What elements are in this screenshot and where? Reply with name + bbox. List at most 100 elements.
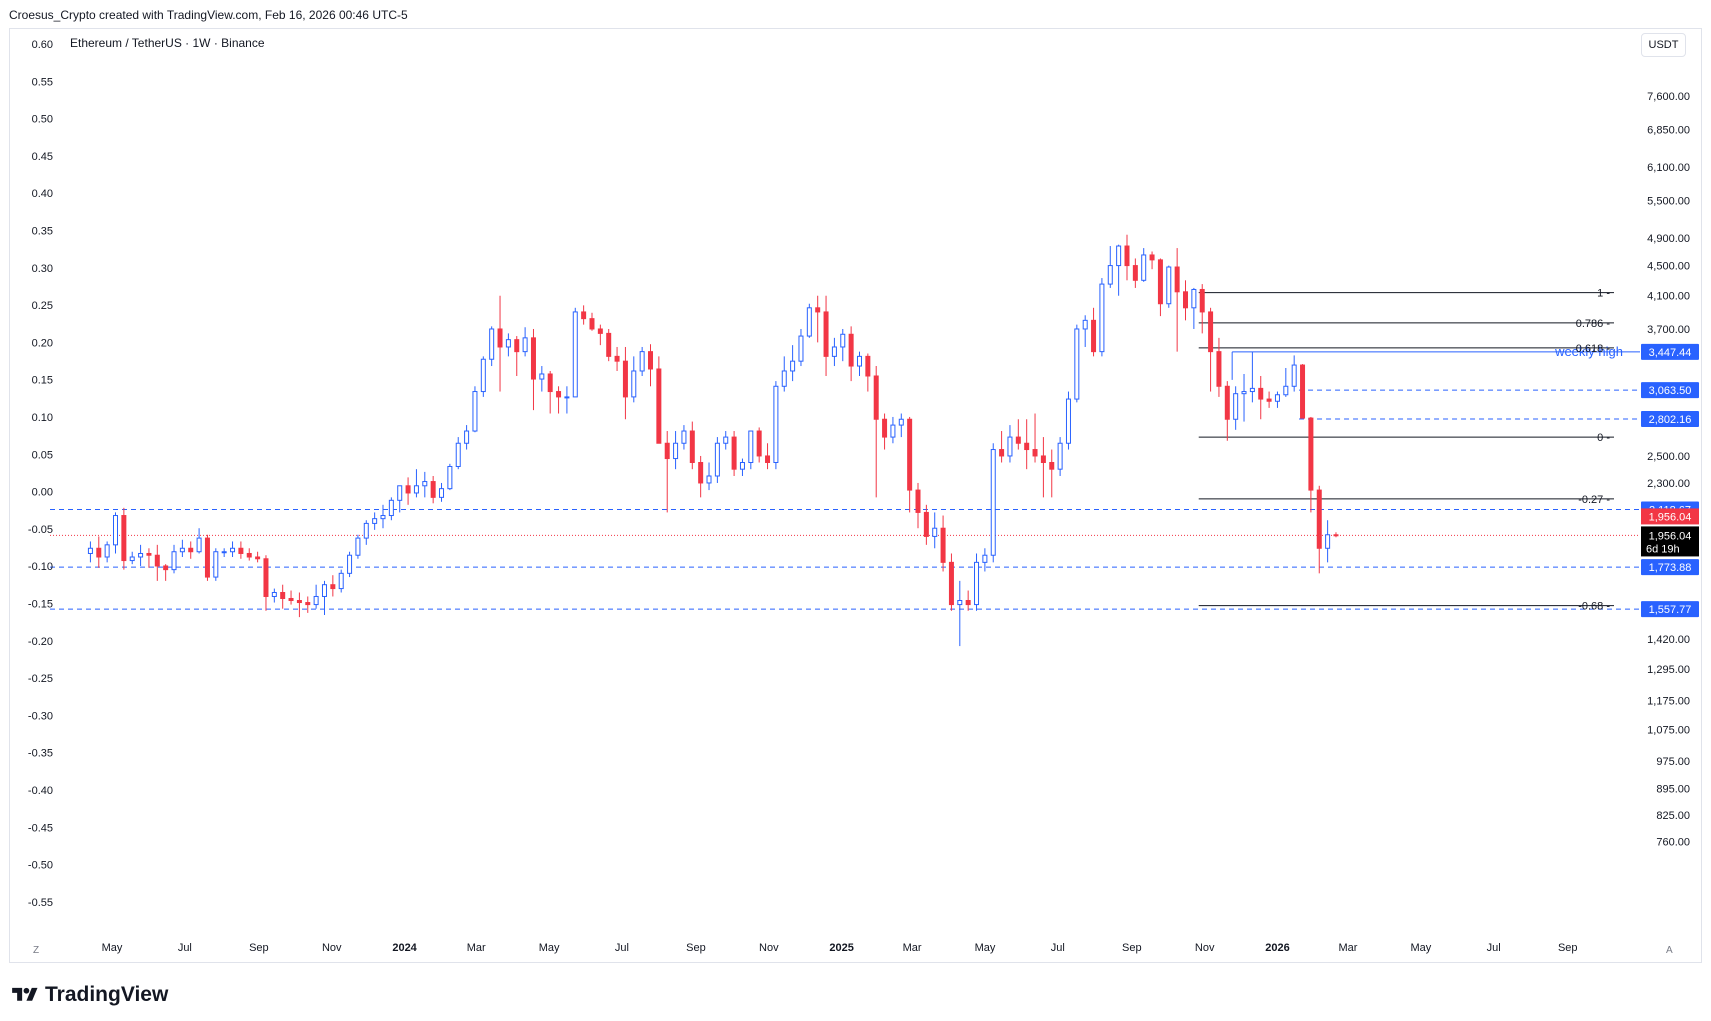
candle <box>606 328 612 362</box>
candle-body <box>1199 288 1205 313</box>
current-price-label-red-bg <box>1641 508 1699 525</box>
x-axis-tick: Nov <box>759 942 779 954</box>
candle <box>1283 368 1289 397</box>
candle-body <box>255 556 261 560</box>
candle-body <box>113 515 118 546</box>
candle-body <box>1099 283 1105 353</box>
candle <box>372 512 378 530</box>
candle <box>522 327 528 357</box>
candle-body <box>539 373 545 380</box>
candle <box>280 584 286 609</box>
fib-label: 0.618 - <box>1576 343 1611 355</box>
candle-body <box>890 424 896 438</box>
left-axis-tick: -0.10 <box>28 561 53 573</box>
candle <box>639 346 645 377</box>
candle <box>296 592 302 618</box>
x-axis-tick: Nov <box>1195 942 1215 954</box>
candle-body <box>1249 387 1255 393</box>
left-axis-tick: 0.50 <box>32 114 53 126</box>
candle-body <box>1057 442 1063 470</box>
candle <box>489 326 495 367</box>
x-axis-tick: Sep <box>1122 942 1142 954</box>
candle-body <box>731 436 737 470</box>
chart-title[interactable]: Ethereum / TetherUS · 1W · Binance <box>70 36 265 50</box>
right-price-axis[interactable]: 7,600.00 6,850.00 6,100.00 5,500.00 4,900.00… <box>1647 91 1690 849</box>
time-axis[interactable]: May Jul Sep Nov 2024 Mar May Jul Sep Nov 2025 Mar Ma… <box>102 942 1578 954</box>
candle-body <box>948 561 954 606</box>
candle <box>1325 520 1331 563</box>
right-axis-tick: 895.00 <box>1656 784 1690 796</box>
candle-body <box>405 485 411 494</box>
candle-body <box>898 418 904 426</box>
left-axis-tick: 0.10 <box>32 412 53 424</box>
candle-body <box>129 556 135 562</box>
candle <box>873 366 879 498</box>
candle <box>305 596 311 613</box>
left-axis-tick: -0.20 <box>28 636 53 648</box>
candle <box>781 356 787 392</box>
candle <box>1191 287 1197 329</box>
left-axis-tick: 0.55 <box>32 76 53 88</box>
candle-body <box>840 333 846 348</box>
candle-body <box>321 584 327 597</box>
candle-body <box>923 511 929 537</box>
candle-body <box>648 351 654 370</box>
candle-body <box>480 358 486 393</box>
level-price-label: 3,063.50 <box>1649 385 1692 397</box>
candle-body <box>439 488 445 498</box>
candle-body <box>572 311 578 398</box>
candle-body <box>1308 417 1314 491</box>
bar-countdown: 6d 19h <box>1646 543 1680 555</box>
candle <box>765 443 771 470</box>
right-axis-tick: 4,100.00 <box>1647 291 1690 303</box>
right-axis-tick: 6,100.00 <box>1647 162 1690 174</box>
candle-body <box>739 461 745 470</box>
candle-body <box>614 355 620 362</box>
candle-body <box>581 311 587 320</box>
candle-body <box>1283 385 1289 396</box>
candle-body <box>1032 449 1038 457</box>
candle-body <box>1141 254 1147 281</box>
currency-button[interactable]: USDT <box>1641 33 1686 57</box>
fib-label: 0.786 - <box>1576 318 1611 330</box>
candle-body <box>347 554 353 574</box>
candle <box>179 539 185 557</box>
candle-body <box>556 391 562 398</box>
candle-body <box>681 430 687 444</box>
candle <box>990 443 996 563</box>
fib-label: 0 - <box>1597 432 1610 444</box>
candle <box>1157 258 1163 317</box>
candle-body <box>547 373 553 393</box>
candle-body <box>1174 266 1180 293</box>
auto-scale-button[interactable]: A <box>1666 945 1673 956</box>
candle <box>539 366 545 392</box>
candle-body <box>1183 291 1189 309</box>
candle-body <box>271 592 277 597</box>
candle <box>1316 485 1322 574</box>
x-axis-tick: 2026 <box>1265 942 1289 954</box>
right-axis-tick: 3,700.00 <box>1647 324 1690 336</box>
candle-body <box>915 489 921 513</box>
left-axis-tick: -0.05 <box>28 524 53 536</box>
current-price-label-red: 1,956.04 <box>1649 511 1692 523</box>
candle <box>96 536 102 568</box>
candle <box>1249 351 1255 403</box>
left-axis-tick: -0.50 <box>28 860 53 872</box>
candle <box>940 515 946 572</box>
candle-body <box>1015 436 1021 444</box>
candle <box>338 569 344 593</box>
candle <box>581 305 587 325</box>
candle-body <box>932 527 938 537</box>
candle-body <box>154 554 160 567</box>
axis-mode-left-button[interactable]: Z <box>33 945 40 956</box>
level-price-label: 2,802.16 <box>1649 414 1692 426</box>
candle <box>188 541 194 559</box>
candle <box>221 548 227 557</box>
candle-body <box>748 430 754 463</box>
level-price-label-bg <box>1641 559 1699 576</box>
candle <box>255 551 261 563</box>
x-axis-tick: May <box>1410 942 1431 954</box>
candle <box>1216 337 1222 397</box>
candle-body <box>246 552 252 558</box>
